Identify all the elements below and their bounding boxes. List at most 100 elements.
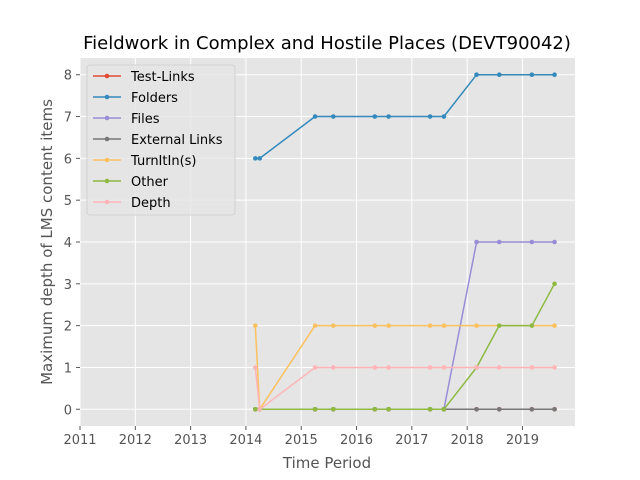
x-axis-label: Time Period	[282, 454, 371, 472]
legend-label: Test-Links	[130, 70, 195, 85]
data-point	[372, 323, 378, 328]
data-point	[529, 323, 535, 328]
y-tick-label: 8	[64, 69, 72, 84]
legend-item: Files	[93, 112, 160, 127]
data-point	[427, 406, 433, 412]
y-tick-label: 0	[64, 403, 72, 418]
legend-box	[86, 64, 236, 216]
y-tick-label: 4	[64, 236, 72, 251]
data-point	[372, 114, 378, 119]
data-point	[372, 406, 378, 412]
data-point	[386, 406, 391, 412]
legend-marker	[104, 73, 110, 79]
x-tick-label: 2011	[63, 433, 96, 448]
x-tick-label: 2016	[340, 433, 373, 448]
data-point	[331, 406, 336, 412]
data-point	[496, 406, 502, 412]
x-tick-label: 2017	[395, 433, 428, 448]
data-point	[474, 365, 479, 370]
legend-marker	[104, 178, 110, 184]
data-point	[529, 239, 535, 245]
legend-item: External Links	[93, 133, 223, 148]
data-point	[372, 365, 378, 370]
legend-label: External Links	[131, 133, 223, 148]
data-point	[552, 239, 557, 245]
data-point	[552, 365, 557, 370]
data-point	[441, 365, 447, 370]
legend: Test-Links Folders Files External Links Turn…	[86, 64, 236, 216]
legend-marker	[104, 115, 110, 121]
data-point	[552, 72, 557, 78]
series-line	[254, 366, 555, 411]
series-folders	[253, 72, 557, 161]
data-point	[253, 406, 258, 412]
legend-marker	[104, 157, 110, 163]
legend-item: Other	[93, 175, 169, 190]
axis-ticks: 2011 2012 2013 2014 2015 2016 2017 2018 2019 0 1 2 3…	[63, 69, 539, 448]
legend-label: Files	[131, 112, 160, 127]
data-point	[552, 281, 557, 287]
data-point	[474, 72, 479, 78]
data-point	[386, 323, 391, 328]
data-point	[386, 114, 391, 119]
legend-item: Folders	[93, 91, 178, 106]
legend-marker	[104, 199, 110, 205]
data-point	[496, 239, 502, 245]
data-point	[312, 114, 318, 119]
data-point	[253, 323, 258, 328]
legend-label: Depth	[131, 196, 171, 211]
legend-label: TurnItIn(s)	[130, 154, 196, 169]
data-point	[253, 365, 258, 370]
data-point	[386, 365, 391, 370]
data-point	[496, 323, 502, 328]
data-point	[496, 72, 502, 78]
data-point	[312, 365, 318, 370]
legend-marker	[104, 136, 110, 142]
data-point	[441, 323, 447, 328]
data-point	[257, 156, 263, 161]
data-point	[312, 323, 318, 328]
data-point	[441, 406, 447, 412]
data-point	[474, 406, 479, 412]
data-point	[474, 323, 479, 328]
legend-item: Test-Links	[93, 70, 195, 85]
y-tick-label: 2	[64, 320, 72, 335]
data-point	[331, 365, 336, 370]
data-point	[441, 114, 447, 119]
data-point	[552, 323, 557, 328]
y-tick-label: 3	[64, 278, 72, 293]
data-point	[253, 156, 258, 161]
data-point	[427, 323, 433, 328]
legend-label: Other	[131, 175, 169, 190]
data-point	[331, 114, 336, 119]
data-point	[529, 72, 535, 78]
data-point	[257, 406, 263, 412]
data-point	[427, 114, 433, 119]
legend-item: TurnItIn(s)	[93, 154, 196, 169]
series-layer	[253, 72, 557, 412]
data-point	[331, 323, 336, 328]
x-tick-label: 2015	[285, 433, 318, 448]
y-tick-label: 7	[64, 111, 72, 126]
series-depth	[253, 365, 557, 412]
series-line	[255, 73, 555, 160]
y-tick-label: 1	[64, 361, 72, 376]
data-point	[312, 406, 318, 412]
series-line	[255, 283, 556, 411]
data-point	[496, 365, 502, 370]
data-point	[552, 406, 557, 412]
y-tick-label: 6	[64, 152, 72, 167]
x-tick-label: 2018	[451, 433, 484, 448]
data-point	[529, 406, 535, 412]
x-tick-label: 2019	[506, 433, 539, 448]
data-point	[529, 365, 535, 370]
y-axis-label: Maximum depth of LMS content items	[38, 99, 56, 385]
data-point	[474, 239, 479, 245]
x-tick-label: 2014	[229, 433, 262, 448]
legend-item: Depth	[93, 196, 171, 211]
x-tick-label: 2012	[119, 433, 152, 448]
y-tick-label: 5	[64, 194, 72, 209]
legend-label: Folders	[131, 91, 178, 106]
x-tick-label: 2013	[174, 433, 207, 448]
